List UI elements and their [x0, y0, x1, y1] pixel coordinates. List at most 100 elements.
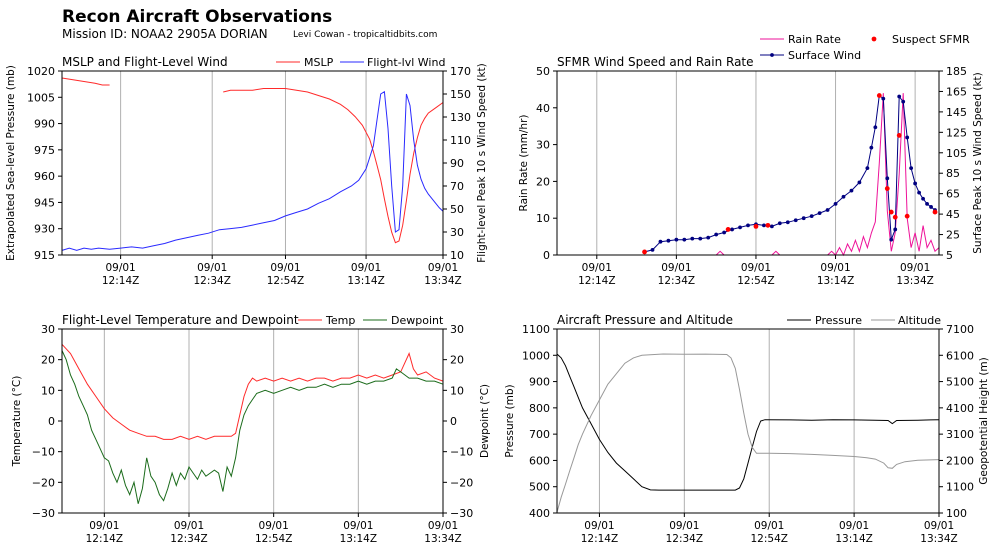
y-tick-label: 1005: [27, 91, 55, 104]
x-tick-label-date: 09/01: [924, 520, 954, 532]
y2-tick-label: 85: [946, 167, 960, 180]
surface-wind-point: [881, 96, 886, 101]
panel-title: Flight-Level Temperature and Dewpoint: [62, 313, 299, 327]
pressure-line: [556, 353, 940, 491]
x-tick-label-date: 09/01: [661, 262, 691, 274]
surface-wind-point: [893, 227, 898, 232]
y-tick-label: 0: [48, 415, 55, 428]
y2-axis-label: Geopotential Height (m): [978, 357, 990, 485]
panel-title: MSLP and Flight-Level Wind: [62, 55, 228, 69]
x-tick-label-date: 09/01: [582, 262, 612, 274]
y2-tick-label: 6100: [946, 349, 974, 362]
y-tick-label: 800: [529, 402, 550, 415]
surface-wind-point: [885, 176, 890, 181]
surface-wind-point: [714, 232, 719, 237]
x-tick-label-date: 09/01: [343, 520, 373, 532]
suspect-sfmr-point: [888, 209, 894, 215]
x-tick-label-time: 12:54Z: [255, 533, 292, 545]
x-tick-label-date: 09/01: [669, 520, 699, 532]
x-tick-label-date: 09/01: [820, 262, 850, 274]
y-tick-label: 10: [536, 212, 550, 225]
dewpoint-line: [61, 350, 444, 504]
x-tick-label-time: 12:54Z: [737, 275, 774, 287]
surface-wind-point: [722, 230, 727, 235]
surface-wind-point: [785, 220, 790, 225]
plot-frame: [61, 328, 444, 514]
x-tick-label-time: 13:14Z: [340, 533, 377, 545]
x-tick-label-time: 13:14Z: [817, 275, 854, 287]
x-tick-label-time: 12:54Z: [267, 275, 304, 287]
x-tick-label-time: 12:14Z: [581, 533, 618, 545]
y2-tick-label: 110: [450, 134, 471, 147]
y-tick-label: 900: [529, 376, 550, 389]
surface-wind-point: [921, 196, 925, 201]
y-tick-label: 700: [529, 428, 550, 441]
x-tick-label-date: 09/01: [351, 262, 381, 274]
y2-tick-label: 1100: [946, 481, 974, 494]
legend-pressure-label: Pressure: [815, 314, 862, 327]
x-tick-label-time: 12:14Z: [86, 533, 123, 545]
x-tick-label-date: 09/01: [741, 262, 771, 274]
y2-axis-label: Surface Peak 10 s Wind Speed (kt): [972, 72, 984, 253]
y-tick-label: 20: [536, 175, 550, 188]
surface-wind-point: [841, 194, 846, 199]
y2-axis-label: Dewpoint (°C): [479, 384, 491, 458]
x-tick-label-date: 09/01: [584, 520, 614, 532]
y2-tick-label: 150: [450, 88, 471, 101]
surface-wind-point: [746, 223, 750, 228]
suspect-sfmr-point: [642, 249, 647, 255]
surface-wind-point: [730, 227, 734, 232]
x-tick-label-time: 13:34Z: [896, 275, 933, 287]
surface-wind-point: [658, 239, 663, 244]
x-tick-label-date: 09/01: [428, 262, 458, 274]
y2-tick-label: 5: [946, 249, 953, 262]
plot-frame: [556, 70, 940, 256]
surface-wind-point: [698, 236, 703, 241]
y-tick-label: 600: [529, 454, 550, 467]
plot-frame: [61, 70, 444, 256]
y-tick-label: 1020: [27, 65, 55, 78]
altitude-line: [556, 353, 940, 513]
y2-axis-label: Flight-level Peak 10 s Wind Speed (kt): [476, 63, 488, 263]
surface-wind-point: [849, 188, 854, 193]
rain-rate-line: [644, 93, 940, 257]
y2-tick-label: 145: [946, 106, 967, 119]
legend-wind-label: Flight-lvl Wind: [367, 56, 445, 69]
x-tick-label-date: 09/01: [174, 520, 204, 532]
x-tick-label-time: 12:14Z: [102, 275, 139, 287]
surface-wind-point: [825, 208, 830, 212]
y-tick-label: 40: [536, 102, 550, 115]
x-tick-label-date: 09/01: [428, 520, 458, 532]
y2-tick-label: 30: [450, 323, 464, 336]
x-tick-label-date: 09/01: [754, 520, 784, 532]
suspect-sfmr-point: [765, 222, 771, 228]
surface-wind-point: [925, 201, 929, 206]
y-tick-label: 1100: [522, 323, 550, 336]
surface-wind-point: [738, 225, 742, 230]
legend-dewpoint-label: Dewpoint: [391, 314, 444, 327]
surface-wind-point: [706, 235, 711, 240]
surface-wind-point: [769, 224, 774, 229]
surface-wind-point: [690, 236, 695, 241]
surface-wind-point: [682, 237, 687, 242]
y2-tick-label: 105: [946, 147, 967, 160]
y-tick-label: 50: [536, 65, 550, 78]
legend-altitude-label: Altitude: [898, 314, 941, 327]
surface-wind-point: [793, 218, 798, 223]
figure-title: Recon Aircraft Observations: [62, 7, 332, 27]
legend-suspect-marker: [871, 36, 877, 42]
x-tick-label-date: 09/01: [105, 262, 135, 274]
x-tick-label-date: 09/01: [900, 262, 930, 274]
surface-wind-point: [905, 135, 910, 140]
y2-tick-label: 25: [946, 229, 960, 242]
suspect-sfmr-point: [932, 209, 938, 215]
surface-wind-point: [817, 211, 822, 215]
y-axis-label: Rain Rate (mm/hr): [518, 115, 530, 212]
flight-lvl-wind-line: [61, 90, 444, 251]
suspect-sfmr-point: [892, 214, 898, 220]
panel-title: Aircraft Pressure and Altitude: [557, 313, 733, 327]
y-tick-label: 30: [536, 139, 550, 152]
y2-tick-label: 3100: [946, 428, 974, 441]
y2-tick-label: 50: [450, 203, 464, 216]
